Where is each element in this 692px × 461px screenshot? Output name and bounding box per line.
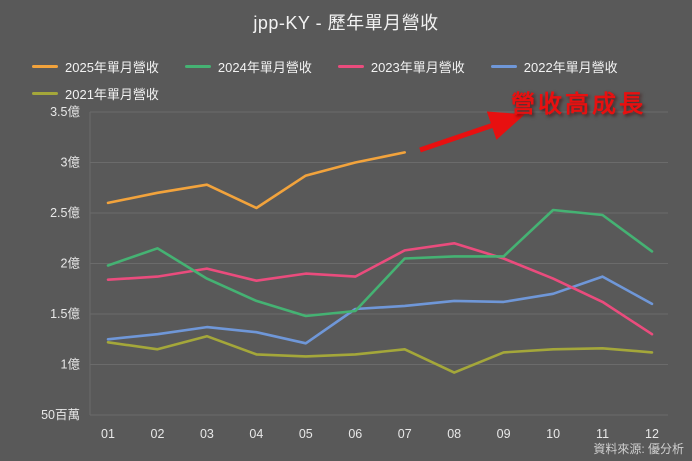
growth-annotation: 營收高成長 xyxy=(511,92,646,118)
legend-swatch xyxy=(337,65,364,68)
legend-swatch xyxy=(32,65,58,68)
svg-text:1.5億: 1.5億 xyxy=(50,307,80,321)
legend-label: 2025年單月營收 xyxy=(65,60,159,75)
legend-item: 2022年單月營收 xyxy=(490,57,618,76)
legend: 2025年單月營收 2024年單月營收 2023年單月營收 2022年單月營收 2021… xyxy=(32,57,684,103)
svg-text:01: 01 xyxy=(101,427,115,441)
svg-text:50百萬: 50百萬 xyxy=(41,408,80,422)
svg-text:10: 10 xyxy=(546,427,560,441)
svg-text:02: 02 xyxy=(151,427,165,441)
legend-item: 2025年單月營收 xyxy=(32,57,159,76)
chart-title: jpp-KY - 歷年單月營收 xyxy=(253,13,439,33)
legend-item: 2024年單月營收 xyxy=(184,57,312,76)
svg-text:06: 06 xyxy=(348,427,362,441)
svg-text:08: 08 xyxy=(447,427,461,441)
chart-svg: 3.5億 3億 2.5億 2億 1.5億 1億 50百萬 01 02 03 04 05 06 07 08 09… xyxy=(41,105,668,441)
legend-swatch xyxy=(32,92,58,95)
legend-label: 2023年單月營收 xyxy=(370,60,465,75)
svg-text:2億: 2億 xyxy=(61,257,81,271)
legend-item: 2021年單月營收 xyxy=(32,84,159,103)
svg-text:1億: 1億 xyxy=(61,358,81,372)
svg-text:12: 12 xyxy=(645,427,659,441)
svg-text:09: 09 xyxy=(497,427,511,441)
svg-text:05: 05 xyxy=(299,427,313,441)
svg-text:03: 03 xyxy=(200,427,214,441)
svg-text:3億: 3億 xyxy=(61,156,81,170)
svg-text:04: 04 xyxy=(249,427,263,441)
legend-label: 2022年單月營收 xyxy=(523,60,618,75)
legend-label: 2024年單月營收 xyxy=(217,60,312,75)
legend-label: 2021年單月營收 xyxy=(65,87,159,102)
svg-text:3.5億: 3.5億 xyxy=(50,105,80,119)
svg-text:2.5億: 2.5億 xyxy=(50,206,80,220)
svg-text:11: 11 xyxy=(596,427,609,441)
svg-text:07: 07 xyxy=(398,427,412,441)
legend-swatch xyxy=(490,65,517,68)
legend-swatch xyxy=(184,65,211,68)
source-label: 資料來源: 優分析 xyxy=(593,442,684,456)
legend-item: 2023年單月營收 xyxy=(337,57,465,76)
